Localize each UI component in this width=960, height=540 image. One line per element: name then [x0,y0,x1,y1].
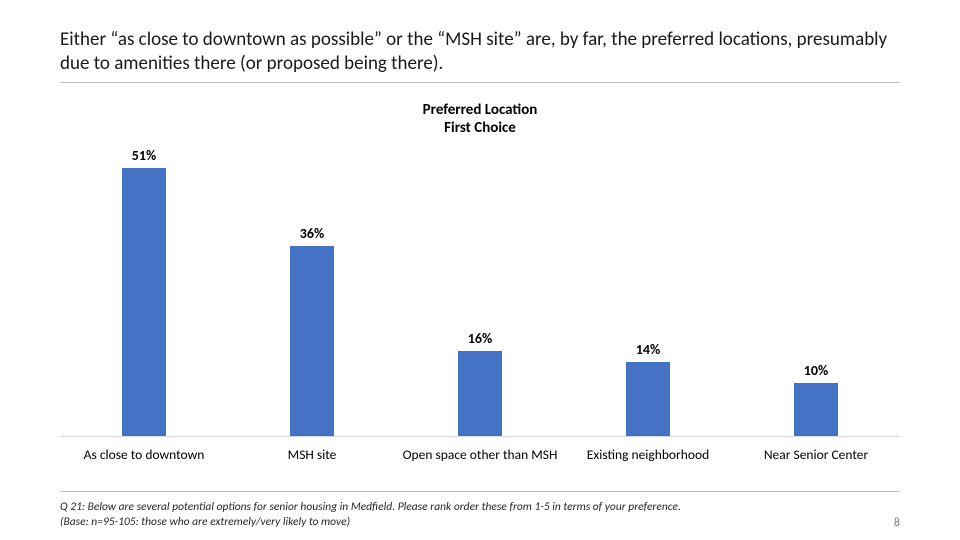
page-number: 8 [894,516,900,532]
bar [794,383,838,436]
category-label: As close to downtown [60,447,228,463]
bar-value-label: 10% [804,362,828,379]
bar-slot: 10% [732,147,900,436]
footnote-question: Q 21: Below are several potential option… [60,500,681,514]
bar-value-label: 16% [468,330,492,347]
bar-slot: 16% [396,147,564,436]
bar-value-label: 36% [300,225,324,242]
headline-text: Either “as close to downtown as possible… [60,28,900,76]
bar-slot: 14% [564,147,732,436]
divider-top [60,82,900,83]
divider-bottom [60,491,900,492]
bar [290,246,334,435]
bar [458,351,502,435]
bars-row: 51% 36% 16% 14% 10% [60,147,900,437]
chart-title-line1: Preferred Location [423,101,538,119]
bar [122,168,166,436]
bar-slot: 51% [60,147,228,436]
category-label: Open space other than MSH [396,447,564,463]
chart-title: Preferred Location First Choice [60,101,900,137]
bar [626,362,670,436]
labels-row: As close to downtownMSH siteOpen space o… [60,447,900,463]
bar-value-label: 51% [132,147,156,164]
slide: Either “as close to downtown as possible… [0,0,960,540]
footnote: Q 21: Below are several potential option… [60,500,900,530]
category-label: Near Senior Center [732,447,900,463]
category-label: Existing neighborhood [564,447,732,463]
bar-chart: 51% 36% 16% 14% 10% [60,147,900,437]
bar-slot: 36% [228,147,396,436]
chart-title-line2: First Choice [444,119,516,137]
bar-value-label: 14% [636,341,660,358]
category-label: MSH site [228,447,396,463]
footnote-base: (Base: n=95-105: those who are extremely… [60,515,350,529]
